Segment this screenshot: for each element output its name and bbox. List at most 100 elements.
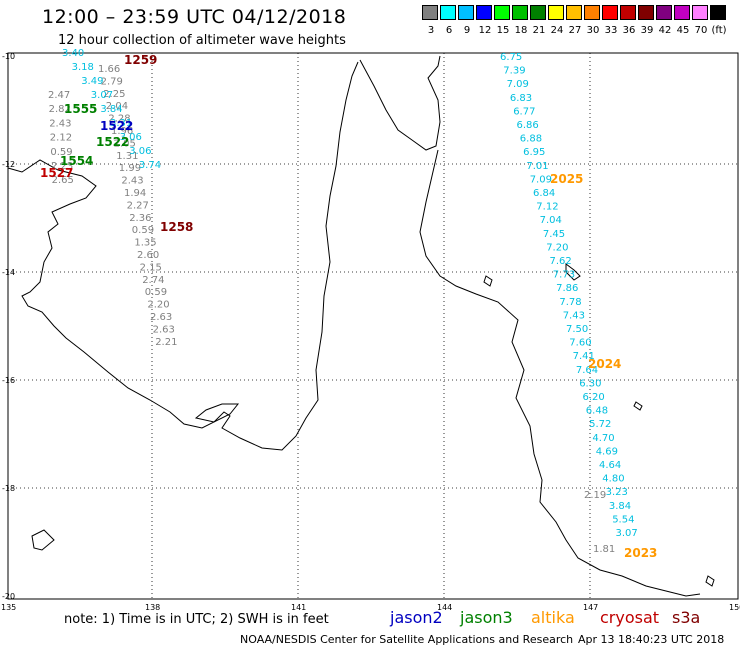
longitude-label: 141 [291,603,306,612]
longitude-label: 144 [437,603,452,612]
wave-height-value: 3.07 [616,528,638,539]
wave-height-value: 1.31 [116,151,138,162]
wave-height-value: 7.20 [546,242,568,253]
scale-swatch [548,5,564,20]
pass-time-label: 2023 [624,546,657,560]
scale-swatch [422,5,438,20]
map-title: 12:00 – 23:59 UTC 04/12/2018 [42,6,347,28]
wave-height-value: 6.30 [579,378,601,389]
wave-height-value: 3.31 [110,118,132,129]
wave-height-value: 7.64 [576,365,598,376]
scale-swatch [692,5,708,20]
generation-timestamp: Apr 13 18:40:23 UTC 2018 [578,633,725,646]
wave-height-value: 0.59 [50,147,72,158]
wave-height-value: 6.88 [520,134,542,145]
scale-swatch [530,5,546,20]
wave-height-value: 7.12 [536,202,558,213]
wave-height-value: 6.83 [510,93,532,104]
scale-swatch [620,5,636,20]
scale-label: 30 [586,25,600,36]
wave-height-value: 3.84 [609,501,631,512]
pass-time-label: 1258 [160,220,193,234]
latitude-label: -18 [2,484,15,493]
wave-height-value: 2.43 [121,176,143,187]
longitude-labels: 135 138 141 144 147 150 [1,603,740,612]
wave-height-value: 2.43 [49,118,71,129]
latitude-label: -14 [2,268,15,277]
wave-height-value: 7.09 [507,79,529,90]
scale-swatch [584,5,600,20]
wave-height-value: 0.59 [145,287,167,298]
footer-note: note: 1) Time is in UTC; 2) SWH is in fe… [64,612,329,627]
wave-height-value: 7.41 [573,351,595,362]
wave-height-value: 7.04 [540,215,562,226]
longitude-label: 138 [145,603,160,612]
wave-height-value: 7.01 [526,161,548,172]
pass-time-label: 1555 [64,102,97,116]
scale-swatch [458,5,474,20]
wave-height-value: 2.60 [137,250,159,261]
wave-height-value: 4.64 [599,460,621,471]
scale-label: 6 [445,25,453,36]
scale-swatch [566,5,582,20]
scale-swatch [656,5,672,20]
scale-label: 15 [496,25,510,36]
scale-label: 21 [532,25,546,36]
wave-height-value: 7.73 [553,270,575,281]
wave-height-value: 6.95 [523,147,545,158]
wave-height-value: 2.36 [129,213,151,224]
wave-height-value: 6.84 [533,188,555,199]
satellite-legend-item: jason3 [460,608,513,627]
satellite-legend-item: jason2 [390,608,443,627]
wave-height-value: 1.81 [593,544,615,555]
wave-height-value: 2.65 [52,175,74,186]
wave-height-value: 2.23 [51,161,73,172]
wave-height-value: 7.50 [566,324,588,335]
wave-height-value: 1.99 [119,163,141,174]
wave-height-value: 2.74 [142,275,164,286]
wave-height-value: 7.39 [503,66,525,77]
wave-height-value: 3.40 [62,48,84,59]
latitude-label: -16 [2,376,15,385]
latitude-label: -20 [2,592,15,601]
wave-height-value: 2.15 [140,262,162,273]
wave-height-value: 6.48 [586,406,608,417]
wave-height-value: 4.80 [602,474,624,485]
scale-label: 12 [478,25,492,36]
wave-height-value: 5.72 [589,419,611,430]
wave-height-value: 2.20 [147,300,169,311]
wave-height-value: 2.47 [48,90,70,101]
wave-height-value: 1.66 [98,64,120,75]
wave-height-value: 4.70 [592,433,614,444]
wave-height-value: 2.79 [101,76,123,87]
scale-label: 70 [694,25,708,36]
wave-height-value: 7.62 [550,256,572,267]
pass-time-label: 2024 [588,357,621,371]
wave-height-value: 1.94 [124,188,146,199]
scale-label: 27 [568,25,582,36]
wave-height-value: 3.06 [120,132,142,143]
scale-label: (ft) [711,25,727,36]
wave-height-value: 7.86 [556,283,578,294]
wave-height-value: 2.19 [584,490,606,501]
latitude-label: -12 [2,160,15,169]
pass-time-label: 1259 [124,53,157,67]
wave-height-value: 2.63 [153,324,175,335]
pass-time-label: 2025 [550,172,583,186]
wave-height-value: 3.49 [81,76,103,87]
wave-height-value: 1.96 [111,126,133,137]
wave-height-value: 6.86 [517,120,539,131]
wave-height-value: 2.63 [150,312,172,323]
altimeter-passes: 1.662.79 2.252.04 2.281.962.05 1.311.99 2.43… [48,48,638,555]
satellite-legend-item: cryosat [600,608,660,627]
scale-label: 42 [658,25,672,36]
pass-time-label: 1522 [96,135,129,149]
scale-swatch [638,5,654,20]
wave-height-value: 7.60 [569,338,591,349]
wave-height-value: 6.20 [583,392,605,403]
wave-height-value: 6.75 [500,52,522,63]
wave-height-value: 3.84 [100,104,122,115]
longitude-label: 147 [583,603,598,612]
